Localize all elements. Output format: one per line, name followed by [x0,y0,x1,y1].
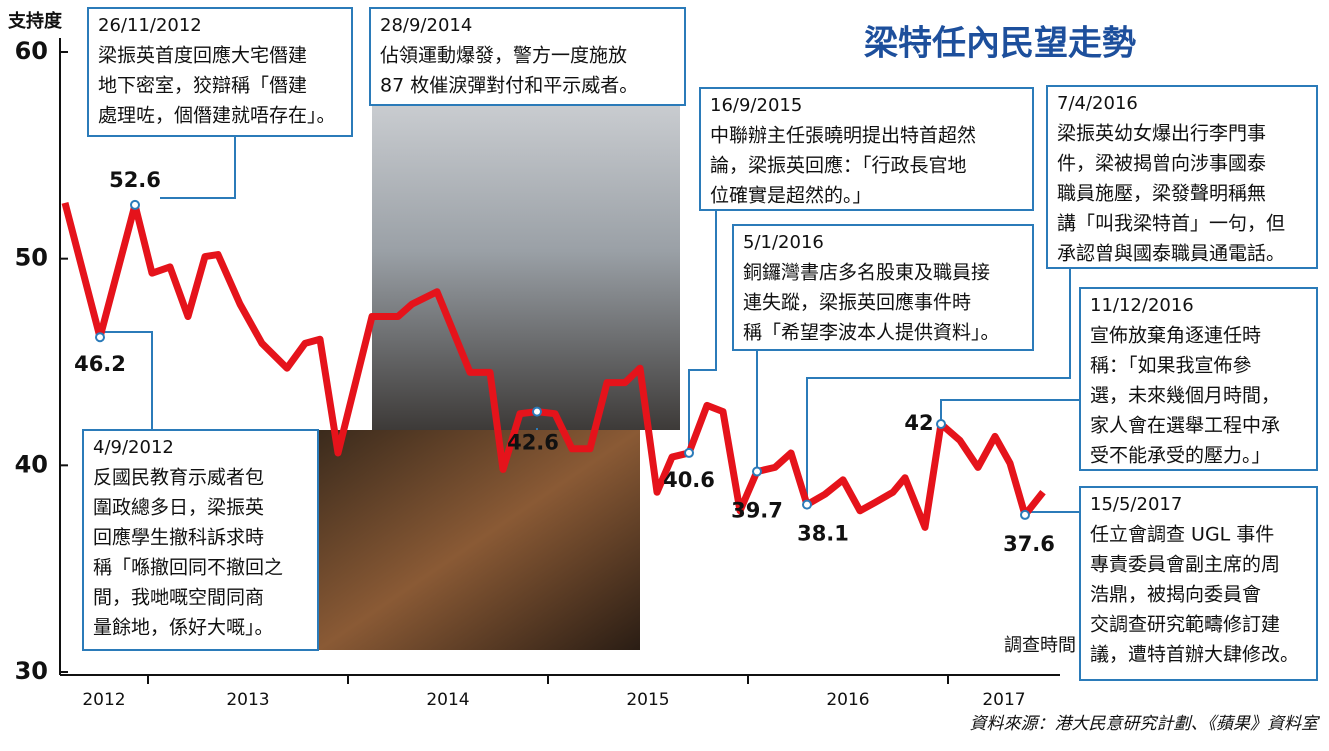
y-axis-label: 支持度 [7,10,63,32]
data-line [61,201,1046,531]
value-label: 40.6 [663,468,715,492]
annotation-text: 佔領運動爆發，警方一度施放 [380,45,627,67]
annotation-date: 26/11/2012 [98,15,202,36]
annotation-box [369,7,686,106]
annotation-text: 地下密室，狡辯稱「僭建 [98,75,307,97]
data-point [802,499,812,510]
annotation-box [699,87,1034,211]
annotation-text: 位確實是超然的。」 [710,185,872,207]
value-label: 42 [904,411,933,435]
annotation-text: 件，梁被揭曾向涉事國泰 [1057,153,1266,175]
annotation-text: 受不能承受的壓力。」 [1090,445,1271,467]
annotation-text: 反國民教育示威者包 [93,467,264,489]
annotation-text: 回應學生撤科訴求時 [93,526,264,549]
annotation-text: 選，未來幾個月時間， [1090,385,1280,407]
leader-line [806,268,1071,500]
data-point [684,447,694,458]
year-label: 2017 [982,690,1025,710]
photo-students [318,430,640,650]
annotation-text: 稱「喺撤回同不撤回之 [93,557,283,579]
annotation-text: 職員施壓，梁發聲明稱無 [1057,183,1266,205]
annotation-date: 16/9/2015 [710,95,802,116]
value-label: 42.6 [507,431,559,455]
leader-line [160,136,236,199]
annotation-text: 稱：「如果我宣佈參 [1090,355,1252,377]
annotation-date: 11/12/2016 [1090,295,1194,316]
leader-line [100,331,153,430]
annotation-text: 論，梁振英回應：「行政長官地 [710,154,967,177]
y-tick-label: 40 [15,450,48,478]
annotation-date: 28/9/2014 [380,15,472,36]
annotation-date: 7/4/2016 [1057,93,1138,114]
data-point [532,406,542,417]
annotation-text: 議，遭特首辦大肆修改。 [1090,644,1299,666]
annotation-box [1046,85,1318,269]
source: 資料來源：港大民意研究計劃、《蘋果》資料室 [970,714,1321,734]
y-tick-label: 30 [15,657,48,685]
data-point [95,332,105,343]
annotation-box [1079,287,1318,471]
annotation-text: 任立會調查 UGL 事件 [1090,524,1274,546]
data-point [936,419,946,429]
annotation-text: 中聯辦主任張曉明提出特首超然 [710,125,976,147]
photo-protest [372,105,680,430]
value-label: 52.6 [109,168,161,192]
value-label: 46.2 [74,352,126,376]
annotation-box [82,429,319,651]
chart-title: 梁特任內民望走勢 [864,24,1136,64]
annotation-text: 交調查研究範疇修訂建 [1090,614,1280,636]
annotation-text: 稱「希望李波本人提供資料」。 [743,322,1000,344]
data-point [752,466,762,477]
value-label: 38.1 [797,522,849,546]
annotation-text: 宣佈放棄角逐連任時 [1090,325,1261,347]
annotation-text: 梁振英首度回應大宅僭建 [98,44,307,67]
annotation-text: 量餘地，係好大嘅」。 [93,617,274,639]
annotation-text: 家人會在選舉工程中承 [1090,415,1280,437]
annotation-box [87,7,353,137]
annotation-text: 浩鼎，被揭向委員會 [1090,584,1261,606]
annotation-text: 銅鑼灣書店多名股東及職員接 [743,262,990,284]
annotation-text: 圍政總多日，梁振英 [93,497,264,519]
year-label: 2015 [626,690,669,710]
year-label: 2014 [426,690,469,710]
year-label: 2013 [226,690,269,710]
annotation-date: 15/5/2017 [1090,494,1182,515]
annotation-box [732,224,1034,351]
data-point [130,199,140,210]
annotation-text: 87 枚催淚彈對付和平示威者。 [380,75,638,97]
x-axis-label: 調查時間 [1004,635,1076,656]
leader-line [940,399,1080,422]
y-tick-label: 60 [15,37,48,65]
annotation-text: 梁振英幼女爆出行李門事 [1057,123,1266,145]
annotation-date: 5/1/2016 [743,232,824,253]
annotation-date: 4/9/2012 [93,437,174,458]
y-tick-label: 50 [15,244,48,272]
year-label: 2012 [82,690,125,710]
value-label: 39.7 [731,499,783,523]
data-point [1020,509,1030,520]
annotation-text: 承認曾與國泰職員通電話。 [1057,243,1285,265]
annotation-text: 專責委員會副主席的周 [1090,554,1280,576]
leader-line [688,210,717,452]
annotation-text: 連失蹤，梁振英回應事件時 [743,291,971,314]
annotation-text: 間，我哋嘅空間同商 [93,587,264,609]
year-label: 2016 [826,690,869,710]
annotation-text: 處理咗，個僭建就唔存在」。 [98,105,336,127]
value-label: 37.6 [1003,532,1055,556]
annotation-text: 講「叫我梁特首」一句，但 [1057,213,1285,235]
annotation-box [1079,486,1318,681]
